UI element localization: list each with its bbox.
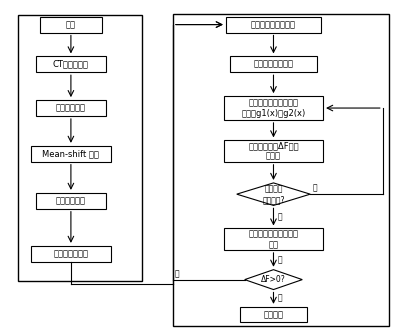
- Text: 随机森林分类: 随机森林分类: [56, 196, 86, 205]
- Text: 构建窄带计算内外平均
灰度值g1(x)、g2(x): 构建窄带计算内外平均 灰度值g1(x)、g2(x): [241, 98, 306, 118]
- FancyBboxPatch shape: [31, 146, 111, 162]
- FancyBboxPatch shape: [240, 307, 307, 322]
- Text: 完成分割: 完成分割: [264, 310, 284, 319]
- Text: 初始轮廓置于中心点: 初始轮廓置于中心点: [251, 20, 296, 29]
- Text: 是: 是: [175, 269, 180, 278]
- Text: 否: 否: [312, 184, 317, 193]
- Text: 否: 否: [278, 294, 282, 303]
- Text: 形态学闭运算进行曲线
平滑: 形态学闭运算进行曲线 平滑: [248, 229, 298, 249]
- FancyBboxPatch shape: [226, 17, 321, 32]
- Text: 随机森林训练: 随机森林训练: [56, 104, 86, 113]
- Polygon shape: [245, 270, 302, 290]
- FancyBboxPatch shape: [36, 100, 106, 116]
- Polygon shape: [237, 183, 310, 205]
- FancyBboxPatch shape: [230, 56, 317, 72]
- Text: 初始化求幅度函数: 初始化求幅度函数: [254, 60, 294, 69]
- FancyBboxPatch shape: [40, 17, 102, 32]
- FancyBboxPatch shape: [31, 246, 111, 262]
- FancyBboxPatch shape: [224, 228, 323, 250]
- Text: Mean-shift 聚类: Mean-shift 聚类: [42, 149, 99, 158]
- FancyBboxPatch shape: [36, 56, 106, 72]
- Text: 是: 是: [278, 255, 282, 264]
- FancyBboxPatch shape: [36, 193, 106, 209]
- Text: 选训椎体中心点: 选训椎体中心点: [54, 249, 88, 258]
- FancyBboxPatch shape: [224, 140, 323, 162]
- Text: 是: 是: [278, 212, 282, 221]
- Text: CT图像预处理: CT图像预处理: [53, 60, 89, 69]
- Text: 开始: 开始: [66, 20, 76, 29]
- FancyBboxPatch shape: [224, 96, 323, 120]
- Text: 窄带内点
全都遍历?: 窄带内点 全都遍历?: [262, 184, 285, 204]
- Text: ΔF>0?: ΔF>0?: [261, 275, 286, 284]
- Text: 计算能量最差ΔF更新
求幅度: 计算能量最差ΔF更新 求幅度: [248, 141, 299, 161]
